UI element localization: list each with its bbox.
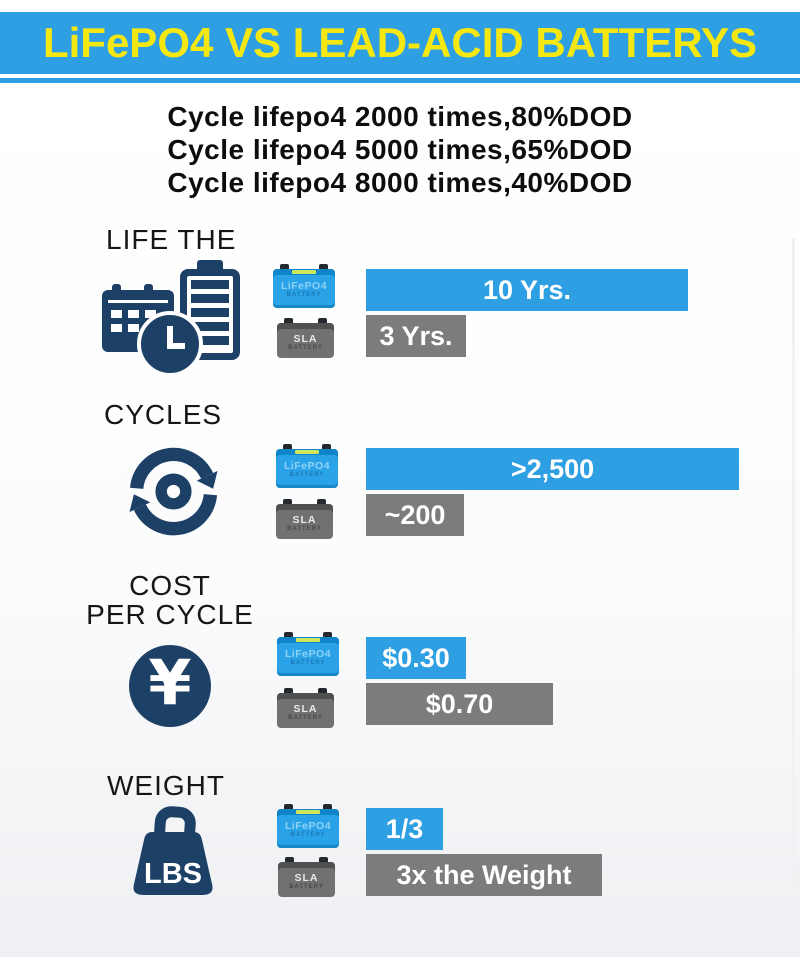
battery-terminal [280, 264, 289, 273]
section-label-cycles: CYCLES [104, 399, 223, 430]
battery-stripe [295, 450, 319, 454]
intro-line-1: Cycle lifepo4 2000 times,80%DOD [167, 101, 633, 132]
battery-terminal [283, 499, 292, 508]
battery-type: BATTERY [289, 884, 324, 890]
battery-stripe [296, 810, 320, 814]
section-label-life: LIFE THE [106, 224, 237, 255]
battery-name: LiFePO4 [283, 460, 331, 472]
battery-name: LiFePO4 [284, 820, 332, 832]
cost-label-line2: PER CYCLE [86, 599, 254, 630]
bar-life-lifepo4: 10 Yrs. [366, 269, 688, 311]
header-banner: LiFePO4 VS LEAD-ACID BATTERYS [0, 12, 800, 74]
battery-type: BATTERY [290, 832, 326, 838]
battery-terminal [318, 688, 327, 697]
cost-label-line1: COST [129, 570, 211, 601]
svg-text:LBS: LBS [144, 858, 202, 890]
battery-terminal [284, 318, 293, 327]
battery-terminal [318, 318, 327, 327]
yen-coin-icon: ¥ [129, 645, 211, 727]
header-underline [0, 78, 800, 83]
bar-weight-sla: 3x the Weight [366, 854, 602, 896]
battery-type: BATTERY [288, 345, 323, 351]
battery-terminal [283, 444, 292, 453]
bar-life-sla: 3 Yrs. [366, 315, 466, 357]
battery-name: SLA [294, 872, 319, 884]
sla-battery-icon: SLA BATTERY [278, 857, 335, 897]
battery-terminal [319, 264, 328, 273]
sla-battery-icon: SLA BATTERY [276, 499, 333, 539]
battery-stripe [296, 638, 320, 642]
weight-lbs-icon: LBS [133, 806, 213, 895]
lifepo4-battery-icon: LiFePO4 BATTERY [276, 444, 338, 488]
intro-line-3: Cycle lifepo4 8000 times,40%DOD [167, 167, 633, 198]
page-edge-line [792, 238, 795, 893]
section-label-weight: WEIGHT [107, 770, 225, 801]
intro-text: Cycle lifepo4 2000 times,80%DOD Cycle li… [0, 100, 800, 199]
recycle-arrows-icon [129, 447, 218, 536]
lifepo4-battery-icon: LiFePO4 BATTERY [273, 264, 335, 308]
bar-weight-lifepo4: 1/3 [366, 808, 443, 850]
battery-terminal [317, 499, 326, 508]
battery-terminal [323, 804, 332, 813]
bar-cycles-lifepo4: >2,500 [366, 448, 739, 490]
lifepo4-battery-icon: LiFePO4 BATTERY [277, 804, 339, 848]
battery-name: SLA [292, 514, 317, 526]
calendar-clock-battery-icon [102, 260, 240, 377]
battery-type: BATTERY [290, 660, 326, 666]
battery-terminal [322, 444, 331, 453]
battery-terminal [284, 632, 293, 641]
battery-terminal [285, 857, 294, 866]
intro-line-2: Cycle lifepo4 5000 times,65%DOD [167, 134, 633, 165]
bar-cost-lifepo4: $0.30 [366, 637, 466, 679]
battery-stripe [292, 270, 316, 274]
bar-cycles-sla: ~200 [366, 494, 464, 536]
battery-name: SLA [293, 333, 318, 345]
battery-name: SLA [293, 703, 318, 715]
battery-name: LiFePO4 [280, 280, 328, 292]
battery-terminal [319, 857, 328, 866]
yen-symbol: ¥ [148, 646, 192, 719]
page-title: LiFePO4 VS LEAD-ACID BATTERYS [42, 19, 758, 66]
bar-cost-sla: $0.70 [366, 683, 553, 725]
sla-battery-icon: SLA BATTERY [277, 688, 334, 728]
battery-type: BATTERY [287, 526, 322, 532]
battery-type: BATTERY [286, 292, 322, 298]
battery-terminal [323, 632, 332, 641]
battery-type: BATTERY [288, 715, 323, 721]
battery-type: BATTERY [289, 472, 325, 478]
section-label-cost: COST PER CYCLE [60, 571, 280, 629]
battery-terminal [284, 804, 293, 813]
sla-battery-icon: SLA BATTERY [277, 318, 334, 358]
battery-name: LiFePO4 [284, 648, 332, 660]
battery-terminal [284, 688, 293, 697]
lifepo4-battery-icon: LiFePO4 BATTERY [277, 632, 339, 676]
